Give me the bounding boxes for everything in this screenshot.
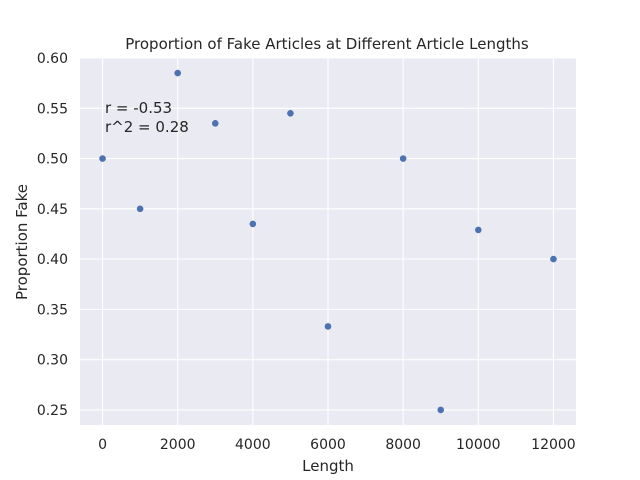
data-point	[324, 323, 332, 330]
y-tick-label: 0.35	[37, 302, 68, 318]
x-tick-label: 12000	[531, 437, 576, 453]
x-tick-label: 2000	[160, 437, 196, 453]
y-axis-label: Proportion Fake	[13, 184, 31, 300]
r-squared-annotation: r^2 = 0.28	[105, 118, 189, 136]
data-point	[174, 69, 181, 77]
x-tick-label: 10000	[456, 437, 501, 453]
x-tick-label: 0	[98, 437, 107, 453]
data-point	[136, 205, 144, 213]
data-point	[550, 255, 557, 263]
data-point	[437, 406, 445, 414]
tick-labels: 0 2000 4000 6000 8000 10000 12000 0.25 0.30 0.35 0…	[37, 51, 576, 453]
data-point	[211, 120, 219, 127]
x-axis-label: Length	[302, 457, 354, 475]
data-point	[475, 226, 482, 234]
y-tick-label: 0.40	[37, 252, 68, 268]
data-points	[99, 69, 557, 414]
x-tick-label: 6000	[310, 437, 346, 453]
y-tick-label: 0.60	[37, 51, 68, 67]
data-point	[99, 155, 106, 162]
data-point	[249, 220, 257, 228]
y-tick-label: 0.25	[37, 403, 68, 419]
x-tick-label: 4000	[235, 437, 271, 453]
y-tick-label: 0.50	[37, 152, 68, 168]
chart-title: Proportion of Fake Articles at Different…	[125, 35, 529, 53]
data-point	[287, 110, 294, 117]
data-point	[399, 155, 407, 162]
y-tick-label: 0.30	[37, 353, 68, 369]
y-tick-label: 0.55	[37, 101, 68, 117]
y-tick-label: 0.45	[37, 202, 68, 218]
x-tick-label: 8000	[385, 437, 421, 453]
correlation-annotation: r = -0.53	[105, 99, 172, 117]
grid-lines	[80, 57, 576, 425]
